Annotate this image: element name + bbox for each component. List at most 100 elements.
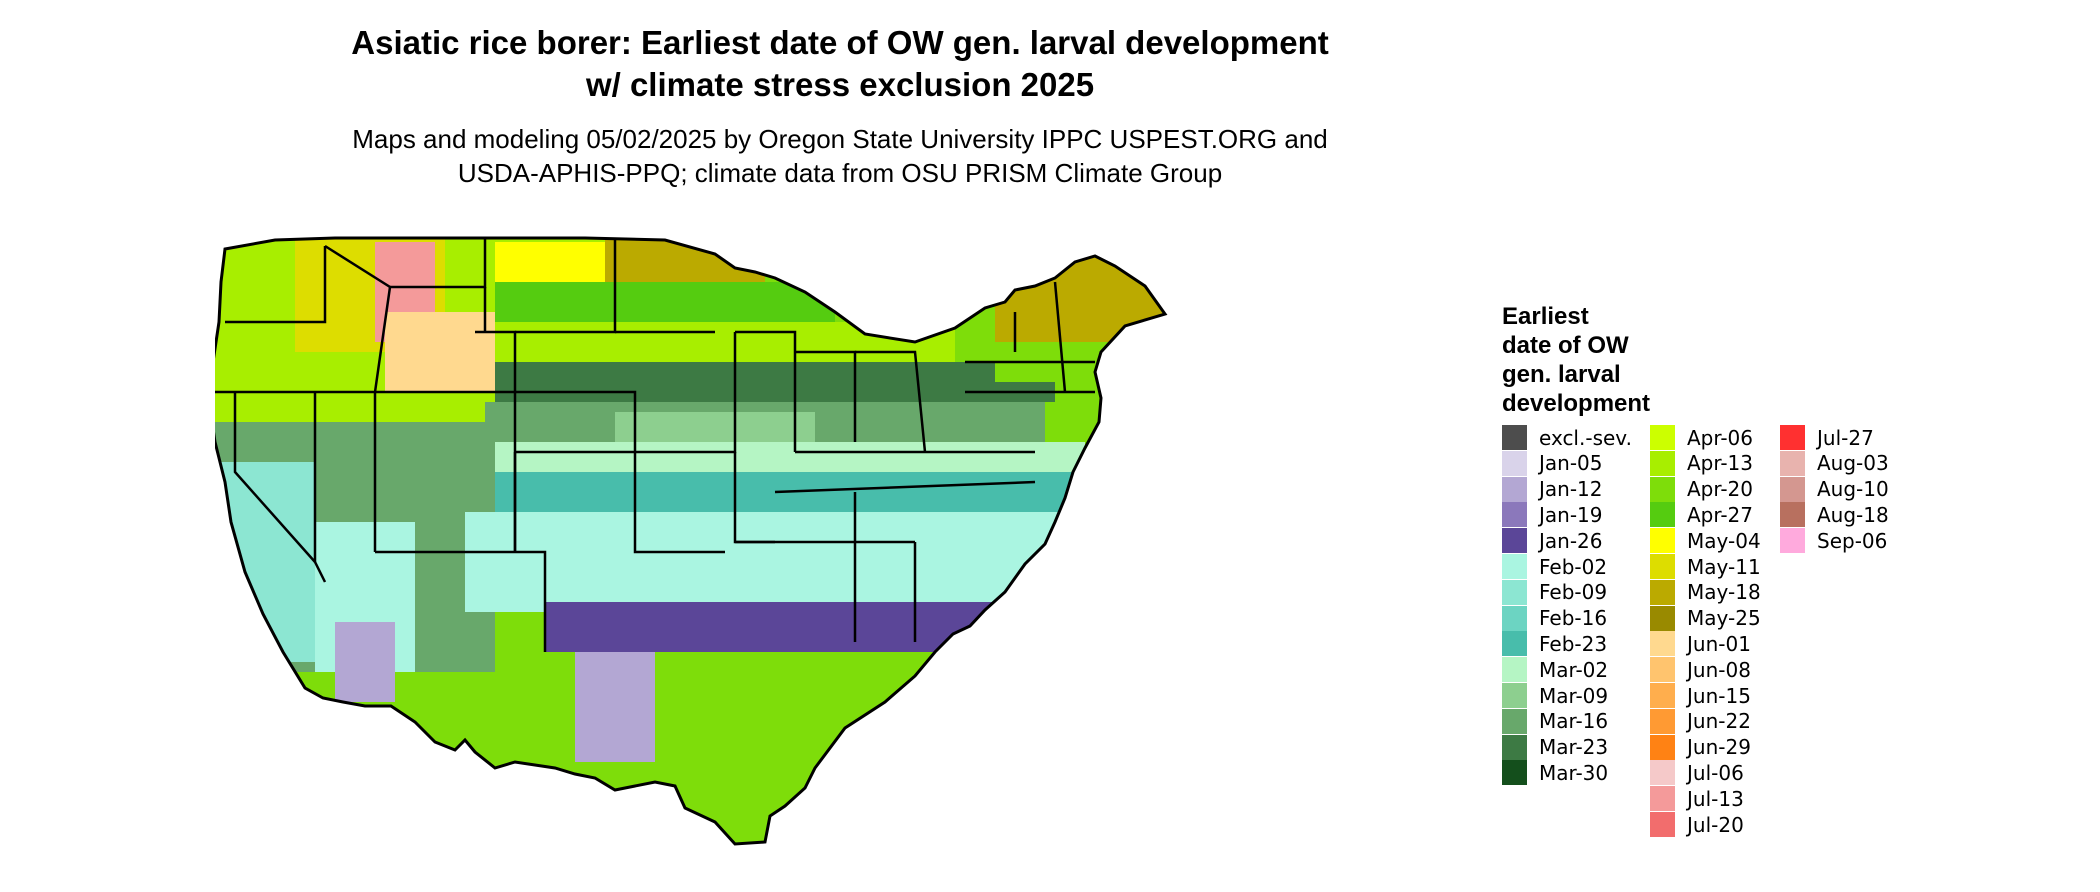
- legend-swatch: [1780, 502, 1805, 528]
- legend-swatch: [1650, 554, 1675, 579]
- legend-swatch: [1650, 734, 1675, 760]
- legend-item: Feb-09: [1502, 579, 1607, 605]
- legend-item: Aug-18: [1780, 502, 1889, 528]
- legend-label: Jun-22: [1687, 709, 1751, 734]
- legend-label: Jan-26: [1539, 528, 1603, 553]
- map-band-new-england: [995, 252, 1165, 352]
- legend-label: Aug-03: [1817, 451, 1889, 476]
- legend-swatch: [1502, 708, 1527, 734]
- legend-swatch: [1650, 812, 1675, 837]
- legend-label: Mar-09: [1539, 683, 1609, 708]
- legend-item: Jun-08: [1650, 657, 1751, 683]
- legend-title-line-1: Earliest: [1502, 303, 1589, 330]
- legend-label: Jan-05: [1539, 451, 1603, 476]
- legend-label: Mar-23: [1539, 735, 1609, 760]
- map-band-plains-2: [495, 322, 955, 362]
- legend-label: Feb-16: [1539, 606, 1608, 631]
- legend-item: Feb-16: [1502, 605, 1608, 631]
- legend-item: Jun-29: [1650, 734, 1751, 760]
- legend-item: Jun-15: [1650, 683, 1751, 708]
- map-title: Asiatic rice borer: Earliest date of OW …: [0, 22, 1680, 106]
- legend-label: Aug-18: [1817, 502, 1889, 527]
- legend-item: May-11: [1650, 554, 1761, 579]
- legend-swatch: [1650, 760, 1675, 786]
- legend-swatch: [1502, 450, 1527, 476]
- legend-swatch: [1502, 683, 1527, 708]
- legend-item: Jul-13: [1650, 786, 1744, 812]
- us-outline: [215, 236, 1168, 846]
- legend-label: May-11: [1687, 554, 1761, 579]
- legend-swatch: [1502, 579, 1527, 605]
- legend-item: Jun-22: [1650, 708, 1751, 734]
- legend-item: Mar-16: [1502, 708, 1609, 734]
- map-title-line-2: w/ climate stress exclusion 2025: [585, 66, 1095, 103]
- state-borders: [215, 238, 1095, 652]
- legend-label: Sep-06: [1817, 528, 1888, 553]
- legend-title: Earliest date of OW gen. larval developm…: [1502, 302, 1650, 418]
- legend-item: Jun-01: [1650, 631, 1751, 657]
- legend-label: Jun-29: [1687, 735, 1751, 760]
- legend-item: Mar-23: [1502, 734, 1609, 760]
- legend-item: Jul-27: [1780, 425, 1874, 450]
- legend-label: Mar-30: [1539, 760, 1609, 785]
- legend-label: May-18: [1687, 580, 1761, 605]
- us-phenology-map: [215, 236, 1168, 846]
- legend-label: Apr-13: [1687, 451, 1753, 476]
- legend-item: Jul-20: [1650, 812, 1744, 837]
- legend-swatch: [1502, 657, 1527, 683]
- legend-swatch: [1650, 579, 1675, 605]
- legend-label: Mar-16: [1539, 709, 1609, 734]
- map-band-south-texas: [575, 652, 655, 762]
- legend-title-line-2: date of OW: [1502, 332, 1629, 359]
- legend-item: Mar-09: [1502, 683, 1608, 708]
- map-subtitle-line-2: USDA-APHIS-PPQ; climate data from OSU PR…: [457, 158, 1223, 188]
- legend-label: Apr-20: [1687, 477, 1753, 502]
- legend-item: May-25: [1650, 605, 1761, 631]
- legend-swatch: [1650, 425, 1675, 450]
- legend-swatch: [1502, 425, 1527, 450]
- legend-item: May-04: [1650, 528, 1761, 554]
- legend-item: Apr-27: [1650, 502, 1753, 528]
- map-band-california: [215, 462, 315, 662]
- legend-title-line-3: gen. larval: [1502, 361, 1621, 388]
- legend-item: Jan-26: [1502, 528, 1603, 554]
- legend-item: Mar-30: [1502, 760, 1609, 786]
- legend-item: excl.-sev.: [1502, 425, 1632, 450]
- legend-item: Feb-23: [1502, 631, 1607, 657]
- legend-label: excl.-sev.: [1539, 425, 1632, 450]
- legend-swatch: [1502, 760, 1527, 786]
- legend-swatch: [1780, 425, 1805, 450]
- legend-item: Jan-19: [1502, 502, 1603, 528]
- legend-label: Jun-01: [1687, 631, 1751, 656]
- map-band-plains-1: [495, 282, 835, 322]
- legend-label: May-04: [1687, 528, 1761, 553]
- legend-item: Jan-05: [1502, 450, 1603, 476]
- legend-label: Aug-10: [1817, 477, 1889, 502]
- legend-swatch: [1502, 554, 1527, 579]
- legend-item: Apr-13: [1650, 450, 1753, 476]
- legend-item: May-18: [1650, 579, 1761, 605]
- legend-item: Aug-10: [1780, 476, 1889, 502]
- legend-swatch: [1780, 528, 1805, 554]
- legend-label: Jan-19: [1539, 502, 1603, 527]
- legend-swatch: [1650, 605, 1675, 631]
- legend-item: Aug-03: [1780, 450, 1889, 476]
- legend-label: Feb-02: [1539, 554, 1608, 579]
- legend-swatch: [1650, 683, 1675, 708]
- map-band-gulf-inland: [465, 512, 1065, 612]
- legend-label: Jul-13: [1687, 786, 1744, 811]
- map-subtitle: Maps and modeling 05/02/2025 by Oregon S…: [0, 122, 1680, 190]
- legend-label: Apr-27: [1687, 502, 1753, 527]
- map-band-midatlantic: [495, 362, 1055, 402]
- legend-label: Jun-08: [1687, 657, 1751, 682]
- legend-swatch: [1650, 450, 1675, 476]
- map-band-gulf-coast: [545, 602, 1005, 652]
- legend-swatch: [1650, 631, 1675, 657]
- legend-item: Sep-06: [1780, 528, 1888, 554]
- map-subtitle-line-1: Maps and modeling 05/02/2025 by Oregon S…: [352, 124, 1328, 154]
- legend-item: Apr-20: [1650, 476, 1753, 502]
- legend-label: Jul-06: [1687, 760, 1744, 785]
- legend-item: Apr-06: [1650, 425, 1753, 450]
- legend-label: May-25: [1687, 606, 1761, 631]
- legend-swatch: [1650, 476, 1675, 502]
